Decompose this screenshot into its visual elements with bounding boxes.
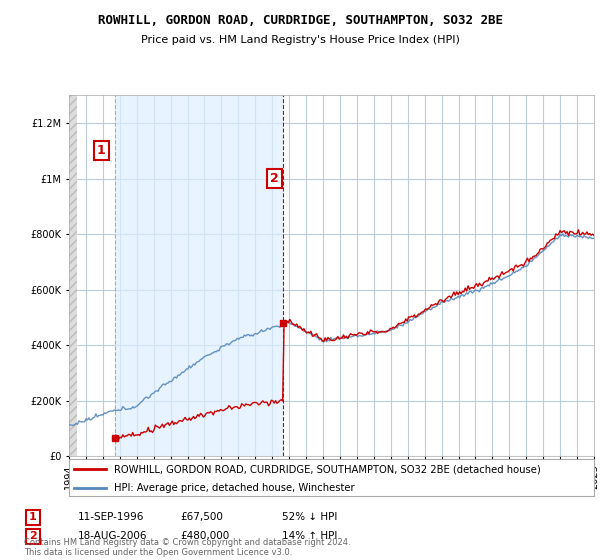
Text: HPI: Average price, detached house, Winchester: HPI: Average price, detached house, Winc… — [113, 483, 354, 493]
Text: Contains HM Land Registry data © Crown copyright and database right 2024.
This d: Contains HM Land Registry data © Crown c… — [24, 538, 350, 557]
Text: 11-SEP-1996: 11-SEP-1996 — [78, 512, 145, 522]
Text: 1: 1 — [97, 144, 106, 157]
Text: ROWHILL, GORDON ROAD, CURDRIDGE, SOUTHAMPTON, SO32 2BE: ROWHILL, GORDON ROAD, CURDRIDGE, SOUTHAM… — [97, 14, 503, 27]
Text: 1: 1 — [29, 512, 37, 522]
Text: ROWHILL, GORDON ROAD, CURDRIDGE, SOUTHAMPTON, SO32 2BE (detached house): ROWHILL, GORDON ROAD, CURDRIDGE, SOUTHAM… — [113, 464, 541, 474]
Text: 2: 2 — [29, 531, 37, 542]
Text: 14% ↑ HPI: 14% ↑ HPI — [282, 531, 337, 542]
Bar — [115, 95, 283, 456]
Text: 2: 2 — [270, 172, 279, 185]
Text: 52% ↓ HPI: 52% ↓ HPI — [282, 512, 337, 522]
Text: £67,500: £67,500 — [180, 512, 223, 522]
Text: £480,000: £480,000 — [180, 531, 229, 542]
Text: Price paid vs. HM Land Registry's House Price Index (HPI): Price paid vs. HM Land Registry's House … — [140, 35, 460, 45]
Bar — [69, 95, 77, 456]
Text: 18-AUG-2006: 18-AUG-2006 — [78, 531, 148, 542]
